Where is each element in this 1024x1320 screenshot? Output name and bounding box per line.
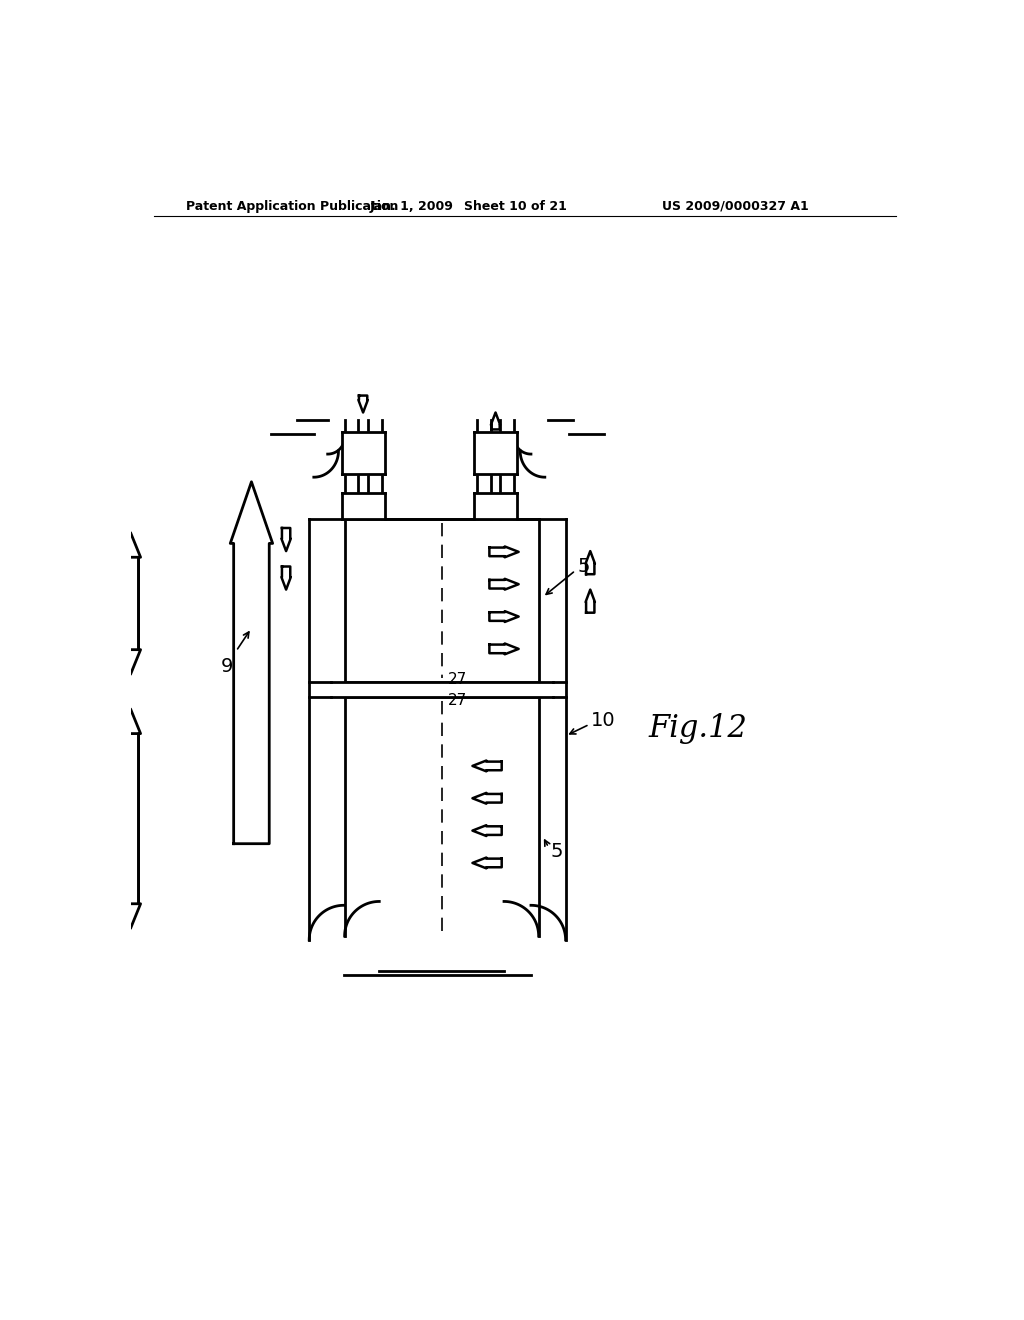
Text: 5: 5 (550, 842, 563, 861)
Text: Sheet 10 of 21: Sheet 10 of 21 (464, 199, 567, 213)
Text: Jan. 1, 2009: Jan. 1, 2009 (370, 199, 454, 213)
Text: Patent Application Publication: Patent Application Publication (186, 199, 398, 213)
Text: Fig.12: Fig.12 (648, 713, 746, 743)
Text: US 2009/0000327 A1: US 2009/0000327 A1 (662, 199, 809, 213)
Text: 5: 5 (578, 557, 590, 576)
Text: 9: 9 (220, 657, 233, 676)
Text: 27: 27 (447, 672, 467, 686)
Text: 27: 27 (447, 693, 467, 708)
Text: 10: 10 (591, 711, 615, 730)
